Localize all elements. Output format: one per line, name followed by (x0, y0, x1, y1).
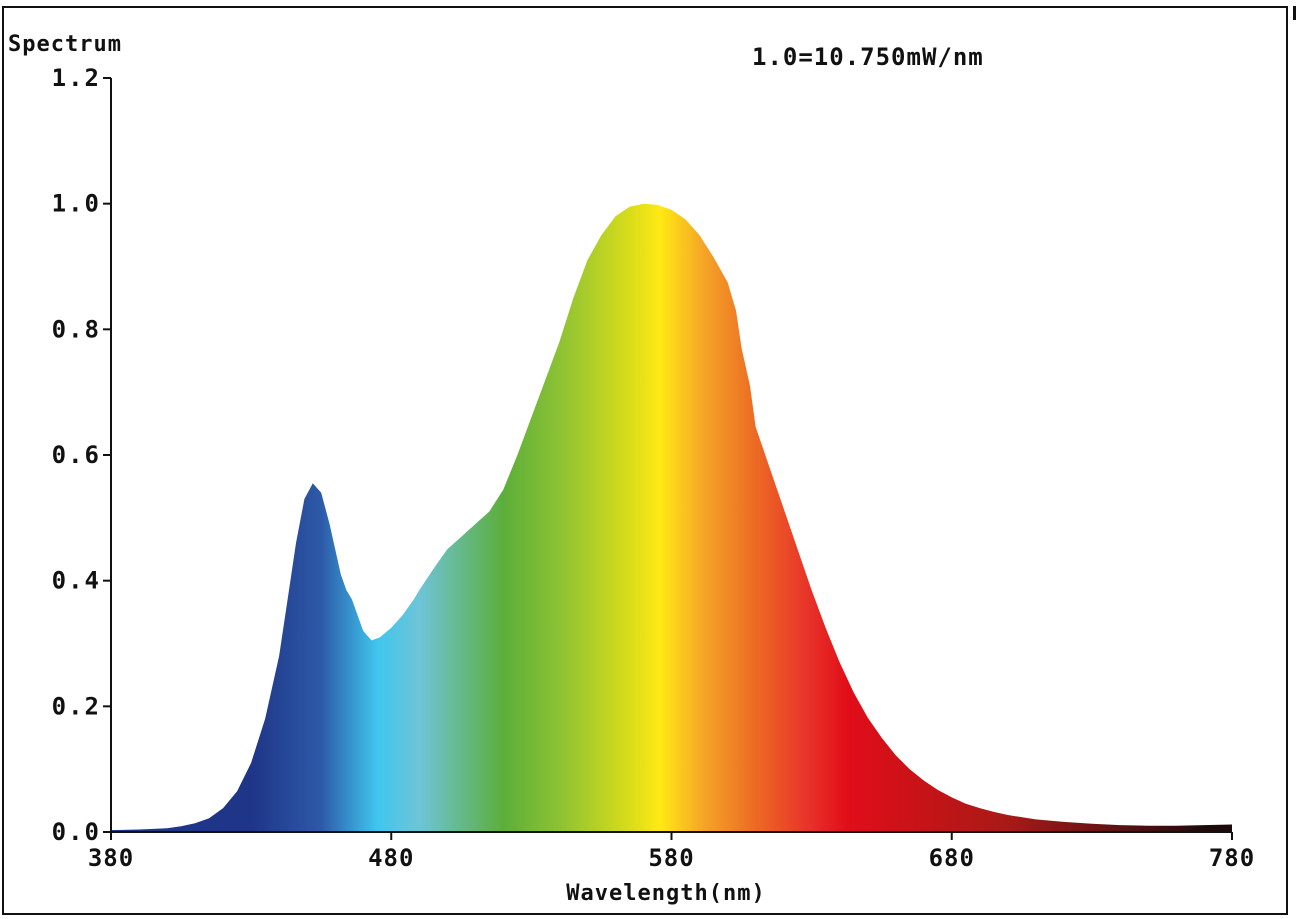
x-tick-label: 680 (929, 844, 975, 872)
y-tick-label: 1.0 (52, 190, 101, 218)
spectrum-area-layer (111, 203, 1232, 832)
y-tick-label: 0.4 (52, 567, 101, 595)
x-tick-label: 380 (88, 844, 134, 872)
x-tick-label: 780 (1209, 844, 1255, 872)
edge-mark (1293, 6, 1296, 20)
y-tick-label: 1.2 (52, 64, 101, 92)
y-axis-title: Spectrum (8, 32, 122, 57)
x-tick-label: 480 (368, 844, 414, 872)
scale-note: 1.0=10.750mW/nm (752, 43, 984, 71)
y-tick-label: 0.8 (52, 315, 101, 343)
axes (103, 77, 1233, 840)
y-tick-label: 0.2 (52, 692, 101, 720)
x-tick-label: 580 (648, 844, 694, 872)
spectrum-area (111, 203, 1232, 832)
tick-labels: 0.0 0.2 0.4 0.6 0.8 1.0 1.2 380 480 580 680 780 (52, 64, 1255, 872)
y-tick-label: 0.6 (52, 441, 101, 469)
x-axis-label: Wavelength(nm) (566, 881, 765, 906)
y-tick-label: 0.0 (52, 818, 101, 846)
